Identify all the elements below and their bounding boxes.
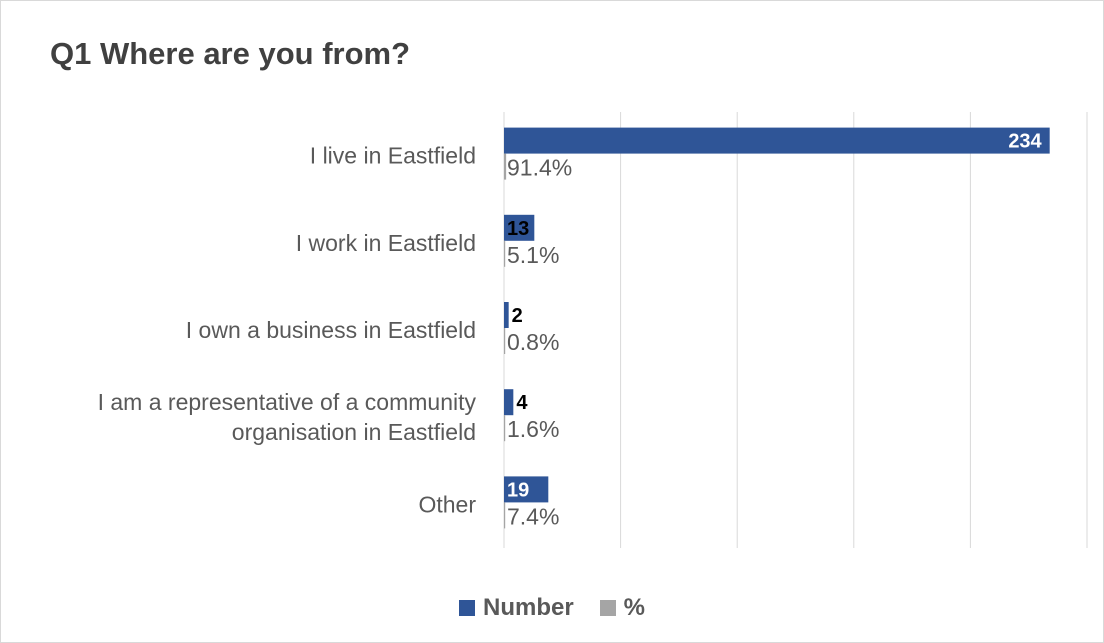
data-label-percent: 1.6% [507, 416, 559, 442]
bar-percent [504, 502, 506, 529]
legend-label-number: Number [482, 594, 574, 621]
data-label-number: 13 [507, 218, 529, 240]
data-label-number: 4 [516, 392, 528, 414]
category-label: Other [418, 491, 476, 517]
legend-item-percent: % [599, 594, 646, 622]
data-label-number: 234 [1008, 131, 1042, 153]
category-label: I live in Eastfield [310, 143, 476, 169]
legend-swatch-number [458, 600, 475, 616]
data-label-percent: 0.8% [507, 329, 559, 355]
data-label-percent: 7.4% [507, 503, 559, 529]
bar-percent [504, 240, 506, 267]
data-label-percent: 5.1% [507, 242, 559, 268]
bar-number [504, 127, 1050, 154]
category-label: organisation in Eastfield [232, 419, 476, 445]
category-label: I own a business in Eastfield [186, 317, 476, 343]
data-label-number: 2 [512, 305, 523, 327]
bar-percent [504, 153, 507, 180]
data-label-number: 19 [507, 479, 529, 501]
bar-percent [504, 328, 506, 354]
bar-number [504, 476, 549, 503]
bar-number [504, 389, 514, 416]
category-label: I work in Eastfield [296, 230, 476, 256]
bar-percent [504, 415, 506, 442]
legend-swatch-percent [599, 600, 616, 616]
data-label-percent: 91.4% [507, 155, 572, 181]
legend: Number % [0, 594, 1104, 622]
bar-number [504, 214, 535, 241]
legend-label-percent: % [623, 594, 646, 621]
legend-item-number: Number [458, 594, 574, 622]
chart-title: Q1 Where are you from? [50, 36, 411, 71]
category-label: I am a representative of a community [98, 389, 477, 415]
bar-number [504, 302, 509, 328]
